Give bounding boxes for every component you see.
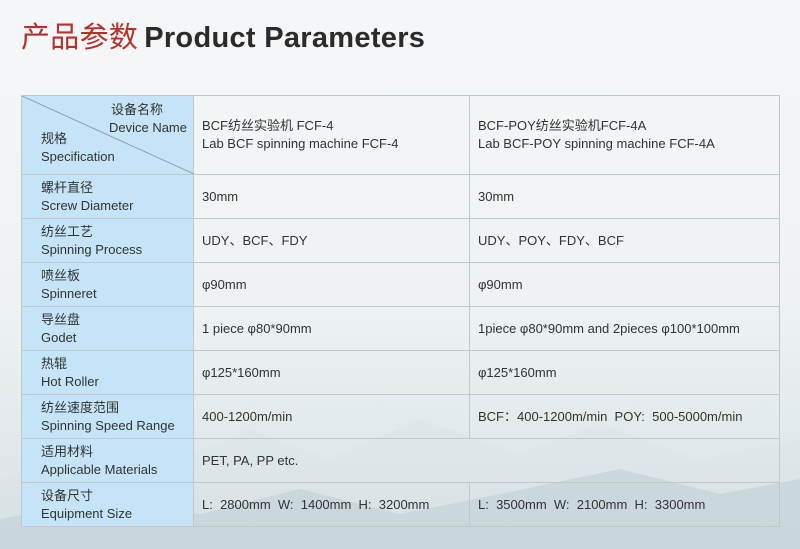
table-row: 导丝盘 Godet 1 piece φ80*90mm 1piece φ80*90mm … <box>21 306 780 351</box>
table-row: 喷丝板 Spinneret φ90mm φ90mm <box>21 262 780 307</box>
label-cn: 纺丝速度范围 <box>41 399 120 415</box>
page-title: 产品参数 Product Parameters <box>21 14 425 56</box>
value-fcf4: φ90mm <box>193 262 470 307</box>
label-cn: 热辊 <box>41 355 68 371</box>
table-row: 螺杆直径 Screw Diameter 30mm 30mm <box>21 174 780 219</box>
label-en: Spinning Speed Range <box>41 417 175 433</box>
title-en: Product Parameters <box>144 22 426 54</box>
row-label: 适用材料 Applicable Materials <box>21 438 194 483</box>
value-fcf4: 1 piece φ80*90mm <box>193 306 470 351</box>
device-name-en: Device Name <box>108 120 187 135</box>
value-fcf4: φ125*160mm <box>193 350 470 395</box>
label-en: Spinning Process <box>41 241 143 257</box>
model-cn: BCF-POY纺丝实验机FCF-4A <box>478 118 647 133</box>
label-en: Spinneret <box>41 285 97 301</box>
value-fcf4a: φ125*160mm <box>469 350 780 395</box>
model-cn: BCF纺丝实验机 FCF-4 <box>202 118 334 133</box>
device-name-cn: 设备名称 <box>110 102 163 117</box>
table-row: 纺丝工艺 Spinning Process UDY、BCF、FDY UDY、POY、F… <box>21 218 780 263</box>
row-label: 导丝盘 Godet <box>21 306 194 351</box>
table-row: 热辊 Hot Roller φ125*160mm φ125*160mm <box>21 350 780 395</box>
diagonal-divider <box>22 96 194 174</box>
model-en: Lab BCF-POY spinning machine FCF-4A <box>478 136 715 151</box>
label-en: Equipment Size <box>41 505 133 521</box>
row-label: 喷丝板 Spinneret <box>21 262 194 307</box>
row-label: 纺丝速度范围 Spinning Speed Range <box>21 394 194 439</box>
label-cn: 螺杆直径 <box>41 179 94 195</box>
spec-cn: 规格 <box>41 131 68 146</box>
label-en: Godet <box>41 329 77 345</box>
table-row: 纺丝速度范围 Spinning Speed Range 400-1200m/min B… <box>21 394 780 439</box>
label-cn: 适用材料 <box>41 443 94 459</box>
label-cn: 设备尺寸 <box>41 487 94 503</box>
spec-en: Specification <box>41 149 115 164</box>
table-row: 设备尺寸 Equipment Size L: 2800mm W: 1400mm H:… <box>21 482 780 527</box>
value-fcf4: L: 2800mm W: 1400mm H: 3200mm <box>193 482 470 527</box>
title-cn: 产品参数 <box>21 22 139 54</box>
value-fcf4: 400-1200m/min <box>193 394 470 439</box>
value-fcf4: 30mm <box>193 174 470 219</box>
value-fcf4a: 30mm <box>469 174 780 219</box>
label-cn: 导丝盘 <box>41 311 81 327</box>
label-en: Applicable Materials <box>41 461 158 477</box>
value-fcf4a: BCF：400-1200m/min POY: 500-5000m/min <box>469 394 780 439</box>
header-corner-cell: 设备名称 Device Name 规格 Specification <box>21 95 194 175</box>
parameters-table: 设备名称 Device Name 规格 Specification BCF纺丝实验机… <box>21 95 780 527</box>
model-en: Lab BCF spinning machine FCF-4 <box>202 136 399 151</box>
label-cn: 喷丝板 <box>41 267 81 283</box>
label-cn: 纺丝工艺 <box>41 223 94 239</box>
table-header-row: 设备名称 Device Name 规格 Specification BCF纺丝实验机… <box>21 95 780 175</box>
table-row: 适用材料 Applicable Materials PET, PA, PP etc. <box>21 438 780 483</box>
row-label: 设备尺寸 Equipment Size <box>21 482 194 527</box>
value-fcf4a: UDY、POY、FDY、BCF <box>469 218 780 263</box>
row-label: 热辊 Hot Roller <box>21 350 194 395</box>
value-fcf4a: 1piece φ80*90mm and 2pieces φ100*100mm <box>469 306 780 351</box>
label-en: Hot Roller <box>41 373 99 389</box>
value-fcf4a: L: 3500mm W: 2100mm H: 3300mm <box>469 482 780 527</box>
value-merged: PET, PA, PP etc. <box>193 438 780 483</box>
label-en: Screw Diameter <box>41 197 134 213</box>
model-cell-fcf4: BCF纺丝实验机 FCF-4 Lab BCF spinning machine F… <box>193 95 470 175</box>
value-fcf4: UDY、BCF、FDY <box>193 218 470 263</box>
model-cell-fcf4a: BCF-POY纺丝实验机FCF-4A Lab BCF-POY spinning m… <box>469 95 780 175</box>
row-label: 螺杆直径 Screw Diameter <box>21 174 194 219</box>
row-label: 纺丝工艺 Spinning Process <box>21 218 194 263</box>
value-fcf4a: φ90mm <box>469 262 780 307</box>
